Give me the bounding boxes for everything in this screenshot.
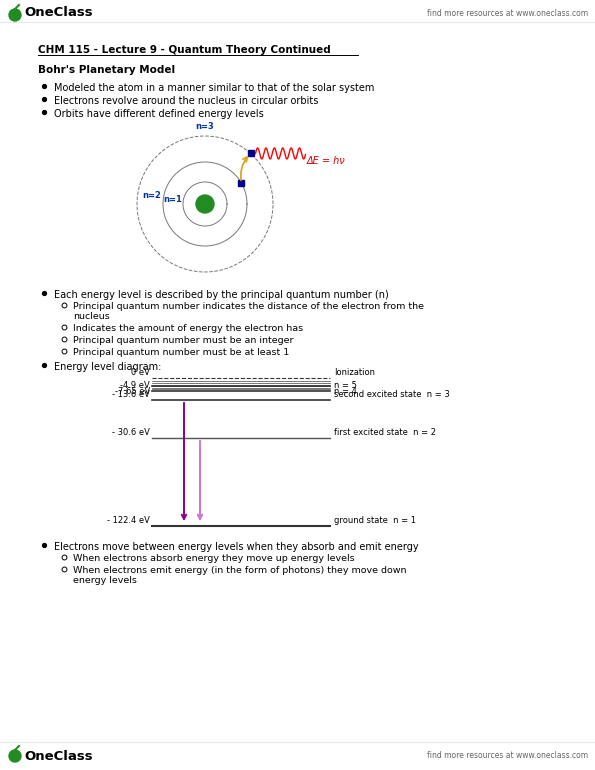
Text: Each energy level is described by the principal quantum number (n): Each energy level is described by the pr… <box>54 290 389 300</box>
Text: ground state  n = 1: ground state n = 1 <box>334 516 416 525</box>
Text: Modeled the atom in a manner similar to that of the solar system: Modeled the atom in a manner similar to … <box>54 83 374 93</box>
Text: first excited state  n = 2: first excited state n = 2 <box>334 428 436 437</box>
Text: - 30.6 eV: - 30.6 eV <box>112 428 150 437</box>
Circle shape <box>196 195 214 213</box>
Text: find more resources at www.oneclass.com: find more resources at www.oneclass.com <box>427 8 588 18</box>
Text: n=1: n=1 <box>163 195 182 203</box>
Text: energy levels: energy levels <box>73 576 137 585</box>
Text: Orbits have different defined energy levels: Orbits have different defined energy lev… <box>54 109 264 119</box>
Text: n=2: n=2 <box>142 192 161 200</box>
Circle shape <box>9 750 21 762</box>
Text: second excited state  n = 3: second excited state n = 3 <box>334 390 450 399</box>
Text: Bohr's Planetary Model: Bohr's Planetary Model <box>38 65 175 75</box>
Text: - 13.6 eV: - 13.6 eV <box>112 390 150 399</box>
Text: When electrons absorb energy they move up energy levels: When electrons absorb energy they move u… <box>73 554 355 563</box>
Text: Electrons move between energy levels when they absorb and emit energy: Electrons move between energy levels whe… <box>54 542 419 552</box>
Text: nucleus: nucleus <box>73 312 109 321</box>
Text: Indicates the amount of energy the electron has: Indicates the amount of energy the elect… <box>73 324 303 333</box>
Text: Electrons revolve around the nucleus in circular orbits: Electrons revolve around the nucleus in … <box>54 96 318 106</box>
Text: OneClass: OneClass <box>24 6 93 19</box>
Text: -7.65 eV: -7.65 eV <box>115 387 150 396</box>
Text: CHM 115 - Lecture 9 - Quantum Theory Continued: CHM 115 - Lecture 9 - Quantum Theory Con… <box>38 45 331 55</box>
Text: n=3: n=3 <box>196 122 214 131</box>
Text: 0 eV: 0 eV <box>131 368 150 377</box>
Text: Ionization: Ionization <box>334 368 375 377</box>
Text: When electrons emit energy (in the form of photons) they move down: When electrons emit energy (in the form … <box>73 566 406 575</box>
Circle shape <box>9 9 21 21</box>
Text: -4.9 eV: -4.9 eV <box>120 381 150 390</box>
Text: OneClass: OneClass <box>24 749 93 762</box>
Text: - 122.4 eV: - 122.4 eV <box>107 516 150 525</box>
Text: Principal quantum number must be an integer: Principal quantum number must be an inte… <box>73 336 293 345</box>
FancyArrowPatch shape <box>241 157 248 180</box>
Text: Energy level diagram:: Energy level diagram: <box>54 362 161 372</box>
Text: Principal quantum number must be at least 1: Principal quantum number must be at leas… <box>73 348 289 357</box>
Text: ΔE = hν: ΔE = hν <box>306 156 345 166</box>
Text: n = 5: n = 5 <box>334 380 357 390</box>
Text: find more resources at www.oneclass.com: find more resources at www.oneclass.com <box>427 752 588 761</box>
Text: n = 4: n = 4 <box>334 387 357 397</box>
Text: Principal quantum number indicates the distance of the electron from the: Principal quantum number indicates the d… <box>73 302 424 311</box>
